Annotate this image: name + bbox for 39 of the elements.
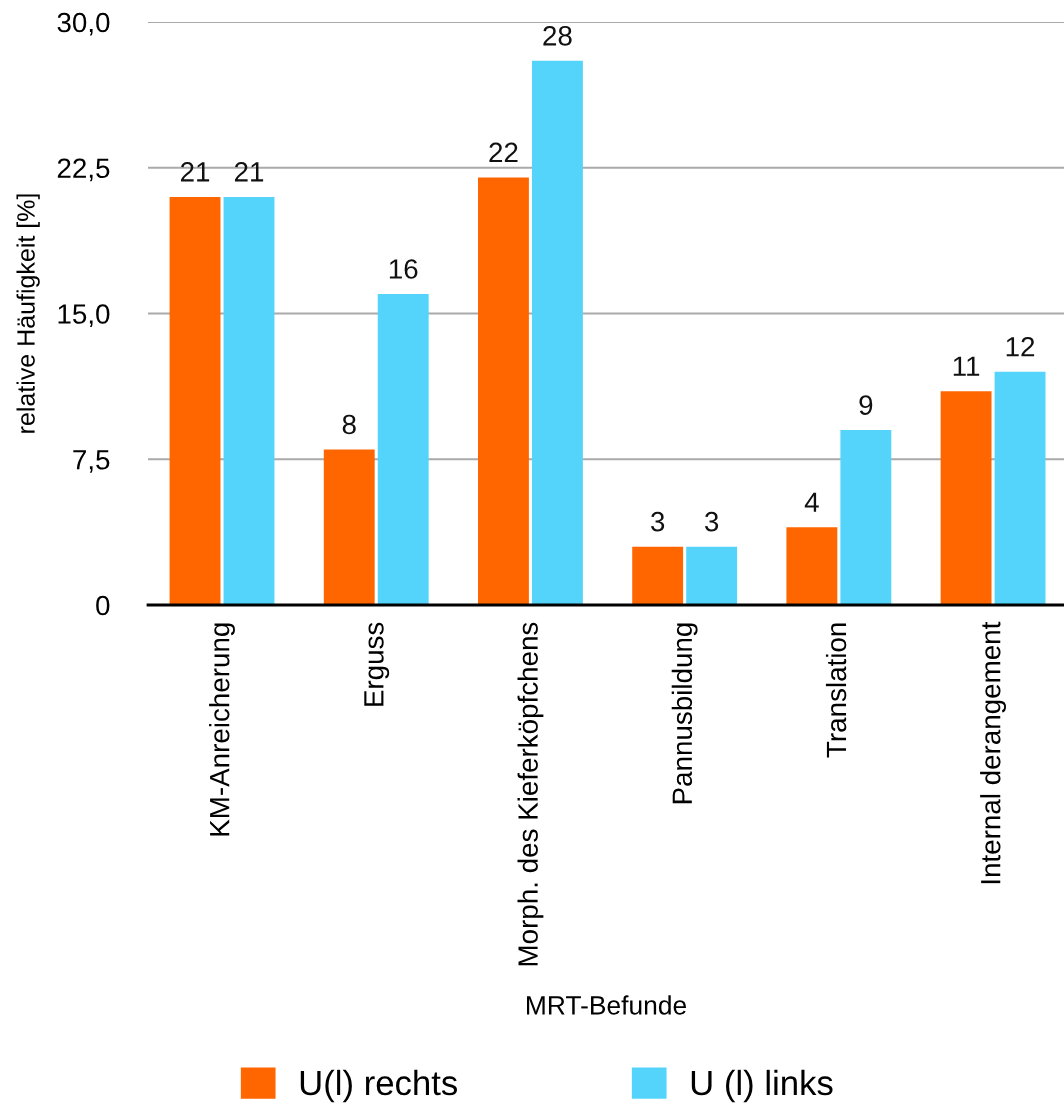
x-tick-label: Internal derangement xyxy=(980,621,1007,884)
bar xyxy=(686,546,738,605)
x-tick-label: Erguss xyxy=(364,622,390,706)
data-label: 12 xyxy=(1006,336,1035,357)
data-label: 21 xyxy=(180,162,210,182)
data-label: 4 xyxy=(804,492,819,512)
data-label: 8 xyxy=(342,414,356,435)
legend-label: U(l) rechts xyxy=(300,1069,457,1103)
bar xyxy=(169,196,221,605)
bar xyxy=(478,177,529,605)
data-label: 16 xyxy=(389,259,418,279)
y-tick-label: 30,0 xyxy=(57,12,110,36)
data-label: 21 xyxy=(234,162,264,182)
x-tick-label: Pannusbildung xyxy=(671,623,698,804)
y-tick-label: 15,0 xyxy=(58,304,110,328)
bar xyxy=(994,371,1046,605)
bar xyxy=(940,391,992,605)
bar xyxy=(531,60,583,605)
bar xyxy=(632,546,684,605)
x-axis-title: MRT-Befunde xyxy=(527,995,687,1015)
x-tick-label: Morph. des Kieferköpfchens xyxy=(517,622,544,966)
bar xyxy=(323,449,375,605)
data-label: 28 xyxy=(543,25,572,46)
bar xyxy=(786,527,838,605)
y-tick-label: 22,5 xyxy=(57,158,110,182)
y-axis-title: relative Häufigkeit [%] xyxy=(16,194,40,433)
bar xyxy=(840,430,892,605)
legend-label: U (l) links xyxy=(691,1069,833,1103)
data-label: 22 xyxy=(489,142,518,162)
bar xyxy=(223,196,275,605)
x-tick-label: Translation xyxy=(825,623,847,758)
data-label: 3 xyxy=(651,511,665,532)
data-label: 3 xyxy=(704,511,719,532)
bar xyxy=(377,294,429,605)
data-label: 11 xyxy=(953,356,980,376)
y-tick-label: 7,5 xyxy=(73,450,110,473)
y-tick-label: 0 xyxy=(96,595,110,616)
x-tick-label: KM-Anreicherung xyxy=(209,623,235,836)
data-label: 9 xyxy=(859,395,873,415)
